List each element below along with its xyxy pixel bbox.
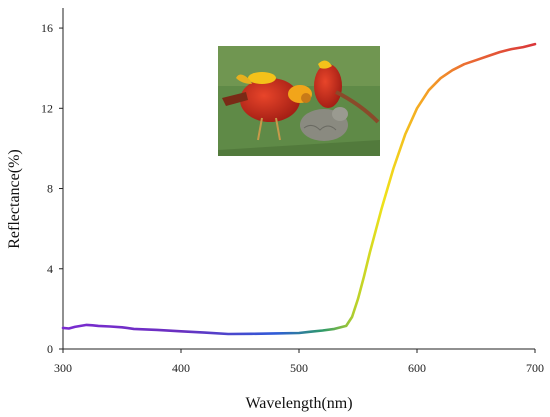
y-tick-label: 8 [47, 182, 53, 196]
y-tick-label: 0 [47, 342, 53, 356]
x-tick-label: 400 [172, 361, 190, 375]
y-ticks: 0 4 8 12 16 [41, 21, 63, 356]
x-tick-label: 600 [408, 361, 426, 375]
y-tick-label: 4 [47, 262, 53, 276]
x-tick-label: 700 [526, 361, 544, 375]
x-ticks: 300 400 500 600 700 [54, 349, 544, 375]
y-tick-label: 12 [41, 101, 53, 115]
x-axis-title: Wavelength(nm) [245, 395, 352, 412]
y-tick-label: 16 [41, 21, 53, 35]
x-tick-label: 500 [290, 361, 308, 375]
reflectance-line [61, 42, 537, 336]
y-axis-title: Reflectance(%) [6, 149, 23, 248]
pheasant-photo-inset [218, 46, 380, 156]
x-tick-label: 300 [54, 361, 72, 375]
